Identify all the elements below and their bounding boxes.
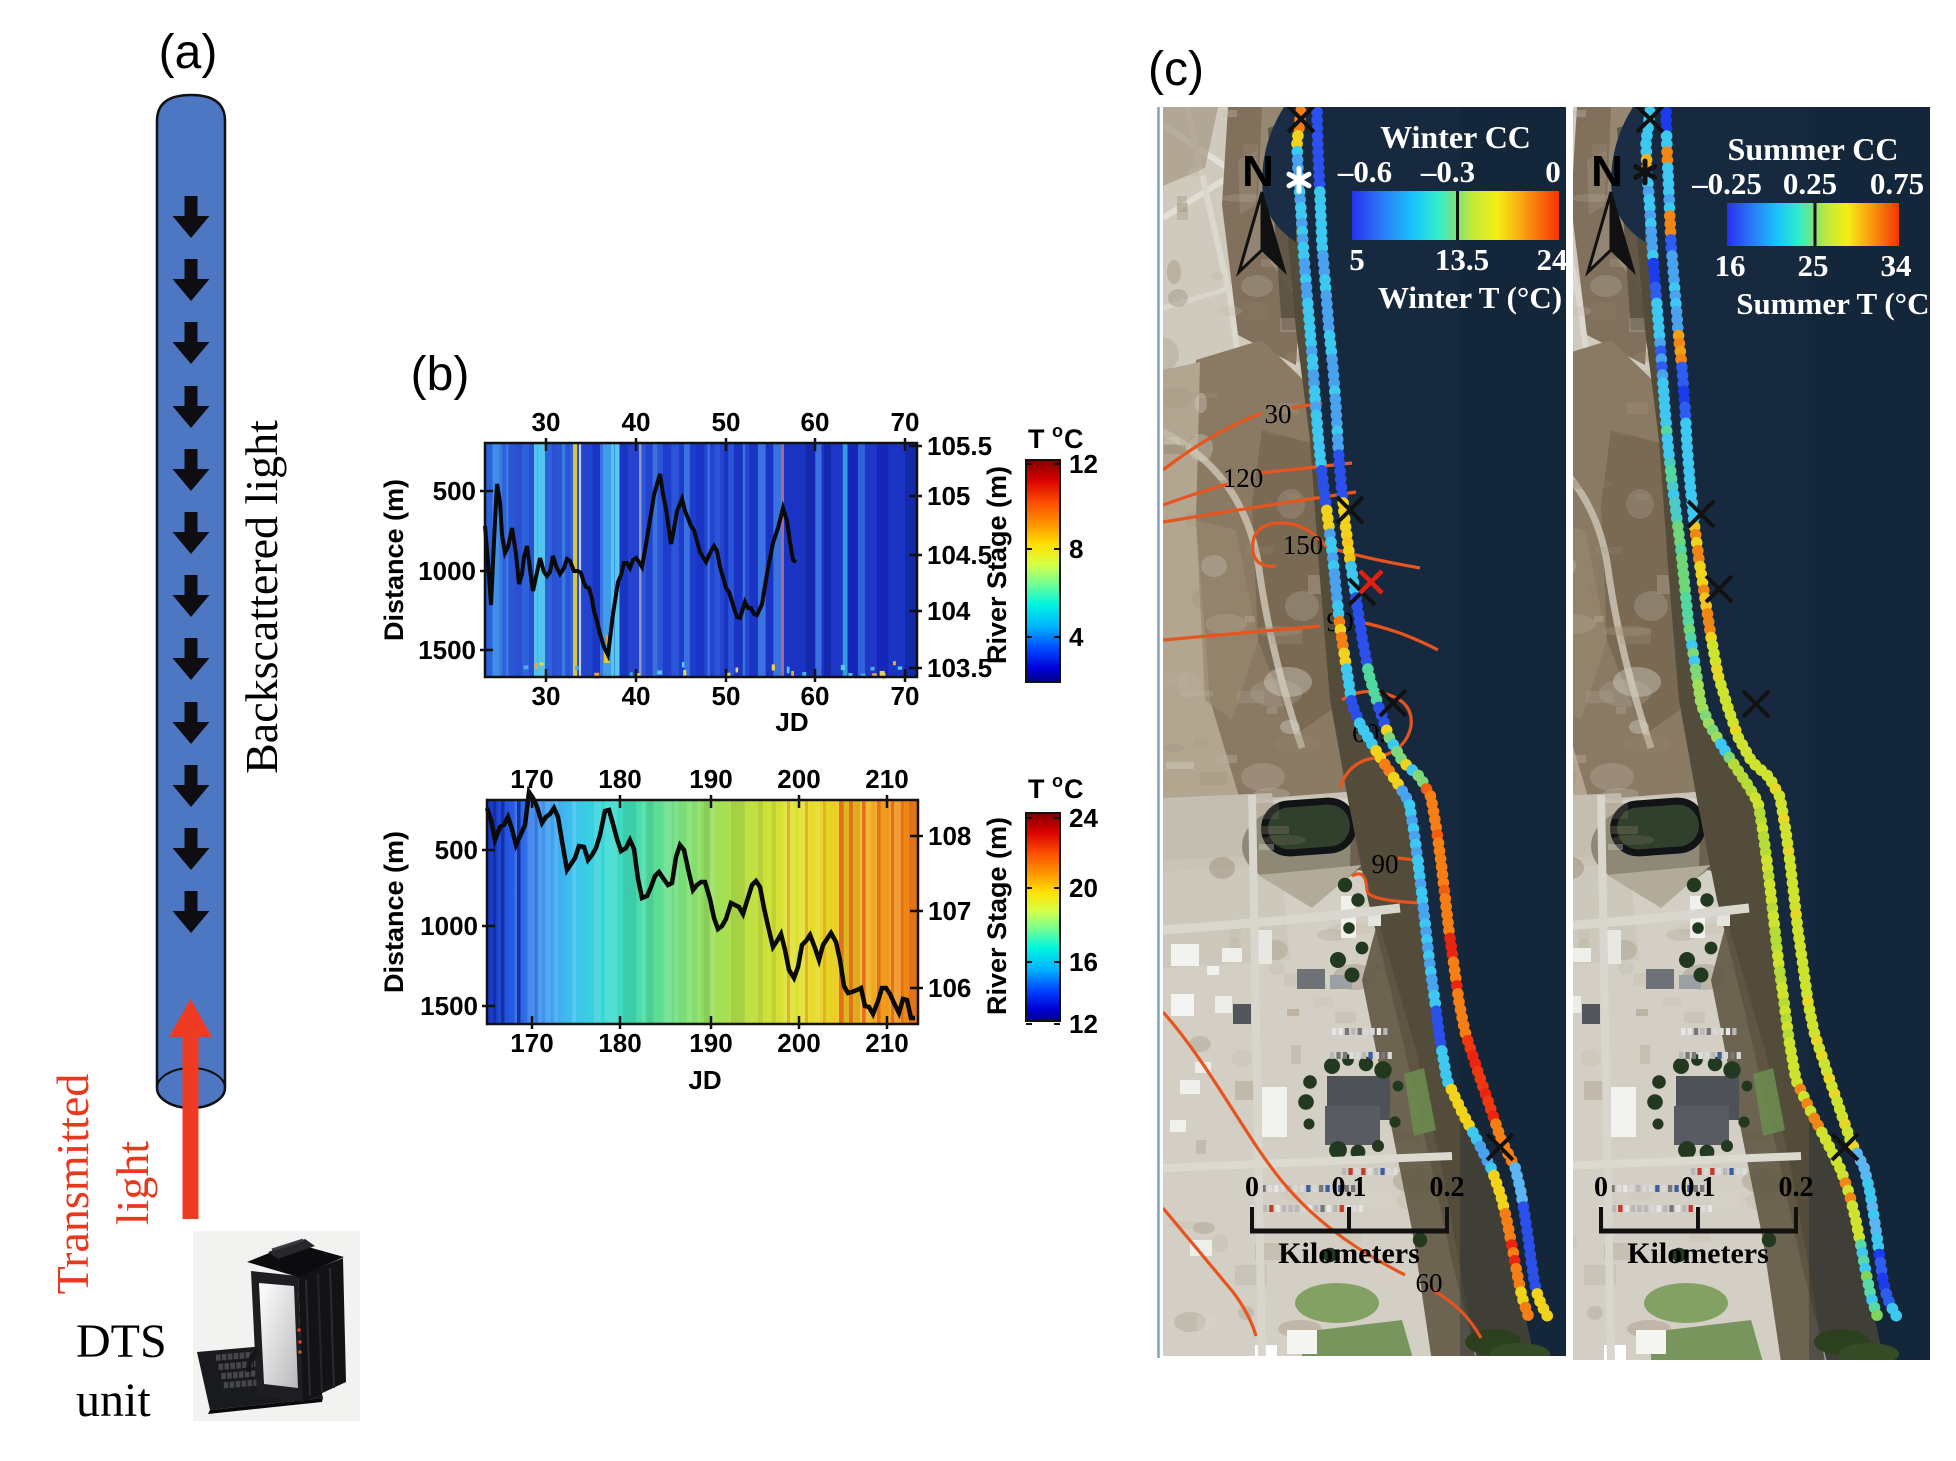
svg-text:0.2: 0.2: [1430, 1172, 1465, 1203]
svg-text:13.5: 13.5: [1435, 242, 1489, 277]
svg-text:210: 210: [865, 764, 908, 794]
svg-text:–0.6: –0.6: [1337, 154, 1392, 189]
svg-text:Kilometers: Kilometers: [1627, 1237, 1769, 1270]
svg-text:1500: 1500: [418, 635, 476, 665]
svg-text:(c): (c): [1148, 43, 1204, 96]
svg-text:–0.3: –0.3: [1420, 154, 1475, 189]
svg-text:0: 0: [1545, 154, 1561, 189]
svg-text:Backscattered light: Backscattered light: [236, 420, 287, 774]
svg-text:1500: 1500: [420, 991, 478, 1021]
svg-text:70: 70: [891, 681, 920, 711]
svg-text:o: o: [1052, 421, 1063, 441]
svg-text:T: T: [1028, 424, 1045, 454]
svg-text:30: 30: [532, 407, 561, 437]
svg-text:T: T: [1028, 774, 1045, 804]
svg-text:C: C: [1064, 774, 1084, 804]
svg-text:500: 500: [435, 835, 478, 865]
svg-text:(a): (a): [159, 26, 218, 79]
svg-text:N: N: [1591, 147, 1623, 196]
svg-text:24: 24: [1537, 242, 1568, 277]
svg-text:104: 104: [927, 596, 971, 626]
svg-text:0.75: 0.75: [1870, 166, 1924, 201]
svg-text:Winter CC: Winter CC: [1380, 119, 1531, 155]
svg-text:105.5: 105.5: [927, 431, 992, 461]
svg-text:–0.25: –0.25: [1691, 166, 1762, 201]
svg-text:60: 60: [1416, 1268, 1443, 1298]
svg-text:Summer T (°C): Summer T (°C): [1736, 286, 1940, 321]
svg-text:DTS: DTS: [76, 1315, 167, 1368]
svg-text:170: 170: [510, 1028, 553, 1058]
svg-text:90: 90: [1372, 849, 1399, 879]
svg-text:25: 25: [1798, 248, 1829, 283]
svg-text:8: 8: [1069, 534, 1083, 564]
svg-text:170: 170: [510, 764, 553, 794]
svg-text:Transmitted: Transmitted: [47, 1074, 98, 1295]
svg-text:50: 50: [712, 681, 741, 711]
svg-text:40: 40: [622, 407, 651, 437]
svg-text:Kilometers: Kilometers: [1278, 1237, 1420, 1270]
svg-text:Winter T (°C): Winter T (°C): [1378, 280, 1562, 315]
svg-text:180: 180: [598, 764, 641, 794]
svg-text:30: 30: [1265, 399, 1292, 429]
svg-text:200: 200: [777, 1028, 820, 1058]
svg-text:o: o: [1052, 771, 1063, 791]
svg-text:River Stage (m): River Stage (m): [982, 466, 1012, 664]
svg-text:5: 5: [1349, 242, 1365, 277]
svg-text:180: 180: [598, 1028, 641, 1058]
svg-text:12: 12: [1069, 449, 1098, 479]
svg-text:0.25: 0.25: [1783, 166, 1837, 201]
svg-text:120: 120: [1223, 463, 1264, 493]
svg-text:Distance (m): Distance (m): [379, 831, 409, 993]
svg-text:150: 150: [1283, 530, 1324, 560]
svg-text:light: light: [107, 1141, 158, 1226]
svg-text:(b): (b): [411, 348, 470, 401]
svg-text:50: 50: [712, 407, 741, 437]
svg-text:200: 200: [777, 764, 820, 794]
svg-text:60: 60: [801, 407, 830, 437]
svg-text:C: C: [1064, 424, 1084, 454]
svg-text:105: 105: [927, 481, 970, 511]
svg-text:0.1: 0.1: [1681, 1172, 1716, 1203]
svg-text:20: 20: [1069, 873, 1098, 903]
svg-text:210: 210: [865, 1028, 908, 1058]
svg-text:unit: unit: [76, 1374, 151, 1427]
svg-text:70: 70: [891, 407, 920, 437]
svg-text:0.2: 0.2: [1779, 1172, 1814, 1203]
svg-text:190: 190: [689, 764, 732, 794]
svg-text:0: 0: [1594, 1172, 1608, 1203]
svg-text:12: 12: [1069, 1009, 1098, 1039]
svg-text:0.1: 0.1: [1332, 1172, 1367, 1203]
svg-text:River Stage (m): River Stage (m): [982, 817, 1012, 1015]
svg-text:190: 190: [689, 1028, 732, 1058]
svg-text:1000: 1000: [418, 556, 476, 586]
svg-text:34: 34: [1881, 248, 1912, 283]
svg-text:4: 4: [1069, 622, 1084, 652]
svg-text:106: 106: [928, 973, 971, 1003]
svg-text:40: 40: [622, 681, 651, 711]
svg-text:24: 24: [1069, 803, 1098, 833]
svg-text:16: 16: [1069, 947, 1098, 977]
svg-text:60: 60: [801, 681, 830, 711]
svg-text:30: 30: [532, 681, 561, 711]
svg-text:108: 108: [928, 821, 971, 851]
svg-text:107: 107: [928, 896, 971, 926]
svg-text:16: 16: [1715, 248, 1746, 283]
svg-text:Summer CC: Summer CC: [1728, 131, 1899, 167]
svg-text:N: N: [1242, 147, 1274, 196]
svg-text:104.5: 104.5: [927, 540, 992, 570]
svg-text:1000: 1000: [420, 911, 478, 941]
svg-text:0: 0: [1245, 1172, 1259, 1203]
svg-text:Distance (m): Distance (m): [379, 479, 409, 641]
svg-text:500: 500: [433, 476, 476, 506]
svg-text:JD: JD: [688, 1065, 721, 1095]
svg-text:103.5: 103.5: [927, 653, 992, 683]
svg-text:JD: JD: [775, 707, 808, 737]
